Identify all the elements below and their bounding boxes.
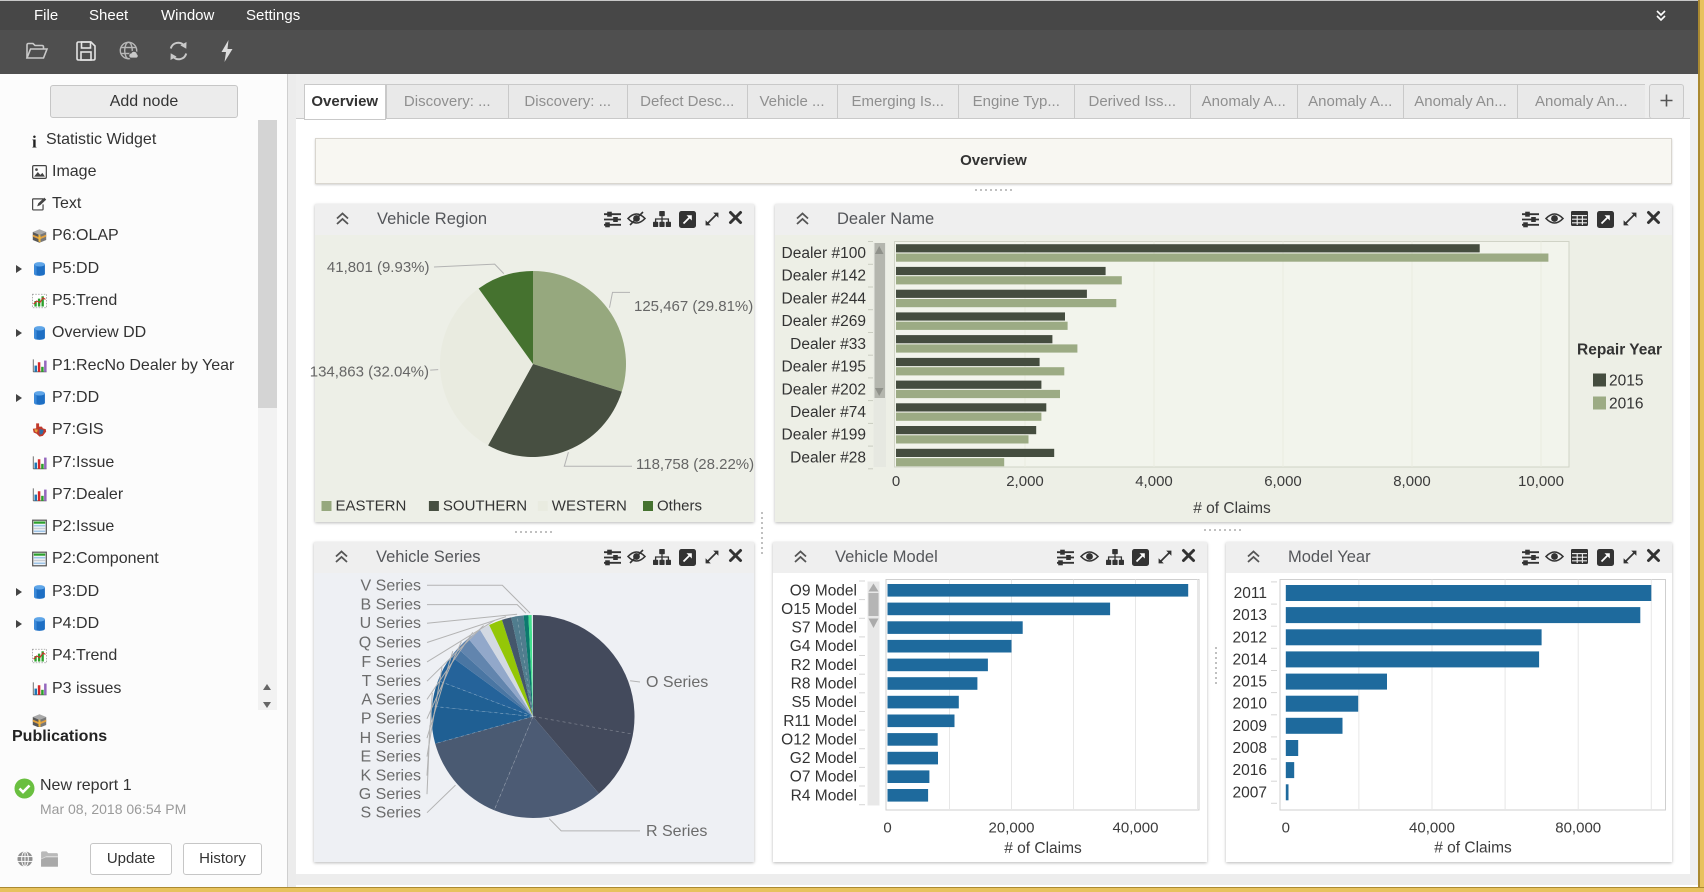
svg-text:EASTERN: EASTERN [336,498,407,515]
svg-text:R8 Model: R8 Model [791,676,857,693]
svg-text:Dealer #195: Dealer #195 [782,359,866,376]
svg-text:S7 Model: S7 Model [792,620,857,637]
svg-text:Dealer #199: Dealer #199 [782,427,866,444]
svg-text:G4 Model: G4 Model [790,638,857,655]
svg-text:SOUTHERN: SOUTHERN [443,498,527,515]
svg-text:2015: 2015 [1609,373,1643,390]
svg-text:# of Claims: # of Claims [1004,840,1082,857]
svg-text:R2 Model: R2 Model [791,657,857,674]
svg-text:Dealer #100: Dealer #100 [782,245,867,262]
svg-text:V Series: V Series [361,577,421,594]
svg-text:2009: 2009 [1233,718,1267,735]
svg-text:O9 Model: O9 Model [790,582,857,599]
svg-text:O15 Model: O15 Model [781,601,857,618]
svg-text:R11 Model: R11 Model [783,713,857,730]
svg-text:B Series: B Series [361,597,421,614]
svg-text:Others: Others [657,498,702,515]
svg-text:40,000: 40,000 [1113,820,1159,837]
svg-text:T Series: T Series [362,673,421,690]
svg-text:2016: 2016 [1233,762,1267,779]
svg-text:Repair Year: Repair Year [1577,342,1662,359]
svg-text:Dealer #244: Dealer #244 [782,290,867,307]
svg-text:2013: 2013 [1233,607,1267,624]
svg-text:Dealer #28: Dealer #28 [790,449,866,466]
svg-text:40,000: 40,000 [1409,820,1455,837]
svg-text:Dealer #74: Dealer #74 [790,404,866,421]
svg-text:G Series: G Series [359,786,421,803]
svg-text:# of Claims: # of Claims [1434,840,1512,857]
svg-text:Dealer #142: Dealer #142 [782,268,866,285]
svg-text:R Series: R Series [646,823,707,840]
svg-text:2015: 2015 [1233,674,1267,691]
svg-text:WESTERN: WESTERN [552,498,627,515]
svg-text:F Series: F Series [361,654,421,671]
svg-text:4,000: 4,000 [1135,473,1173,490]
svg-text:A Series: A Series [361,691,421,708]
svg-text:2010: 2010 [1233,696,1268,713]
svg-text:Q Series: Q Series [359,635,421,652]
svg-text:0: 0 [883,820,891,837]
svg-text:E Series: E Series [361,749,421,766]
svg-text:0: 0 [1282,820,1290,837]
svg-text:2,000: 2,000 [1006,473,1044,490]
svg-text:20,000: 20,000 [989,820,1035,837]
svg-text:2016: 2016 [1609,396,1643,413]
svg-text:2014: 2014 [1233,651,1268,668]
svg-text:S Series: S Series [361,805,421,822]
svg-text:S5 Model: S5 Model [792,694,857,711]
svg-text:O Series: O Series [646,674,708,691]
svg-text:R4 Model: R4 Model [791,787,857,804]
svg-text:125,467 (29.81%): 125,467 (29.81%) [634,298,753,315]
svg-text:# of Claims: # of Claims [1193,500,1271,517]
svg-text:O12 Model: O12 Model [781,731,857,748]
svg-text:134,863 (32.04%): 134,863 (32.04%) [310,364,429,381]
svg-text:2012: 2012 [1233,629,1267,646]
svg-text:2011: 2011 [1234,585,1267,602]
svg-text:6,000: 6,000 [1264,473,1302,490]
svg-text:10,000: 10,000 [1518,473,1564,490]
svg-text:0: 0 [892,473,900,490]
svg-text:80,000: 80,000 [1555,820,1601,837]
svg-text:P Series: P Series [361,711,421,728]
svg-text:Dealer #269: Dealer #269 [782,313,866,330]
svg-text:118,758 (28.22%): 118,758 (28.22%) [636,456,754,473]
svg-text:H Series: H Series [360,730,421,747]
svg-text:2007: 2007 [1233,784,1267,801]
svg-text:41,801 (9.93%): 41,801 (9.93%) [327,259,430,276]
svg-text:O7 Model: O7 Model [790,769,857,786]
svg-text:U Series: U Series [360,615,421,632]
svg-text:2008: 2008 [1233,740,1267,757]
svg-text:G2 Model: G2 Model [790,750,857,767]
svg-text:Dealer #202: Dealer #202 [782,381,866,398]
svg-text:K Series: K Series [361,768,421,785]
svg-text:8,000: 8,000 [1393,473,1431,490]
svg-text:Dealer #33: Dealer #33 [790,336,866,353]
